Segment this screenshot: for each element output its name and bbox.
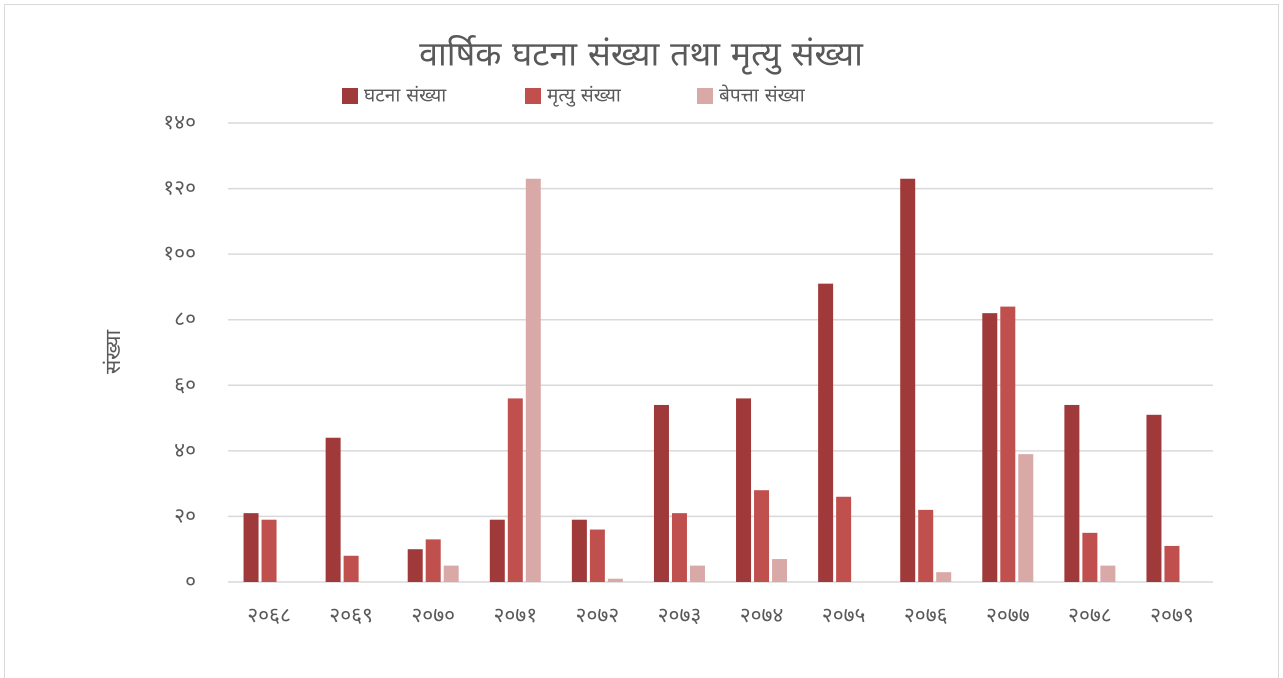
- x-tick-label: २०६९: [329, 603, 373, 627]
- bar: [261, 519, 277, 582]
- y-tick-label: १२०: [163, 176, 196, 200]
- legend-label: बेपत्ता संख्या: [719, 84, 806, 107]
- x-tick-label: २०७८: [1068, 603, 1112, 627]
- bar: [1100, 565, 1116, 582]
- x-tick-label: २०७४: [740, 603, 784, 627]
- bar: [571, 519, 587, 582]
- bar: [818, 283, 834, 582]
- x-tick-label: २०७२: [576, 603, 620, 627]
- bar: [671, 513, 687, 582]
- x-tick-label: २०७०: [411, 603, 455, 627]
- bar: [607, 578, 623, 582]
- x-tick-label: २०७७: [986, 603, 1030, 627]
- legend-swatch: [525, 88, 541, 104]
- bar: [407, 549, 423, 582]
- legend-swatch: [342, 88, 358, 104]
- x-tick-label: २०७९: [1150, 603, 1194, 627]
- bar: [982, 313, 998, 582]
- x-tick-label: २०७५: [822, 603, 866, 627]
- bar: [1064, 404, 1080, 582]
- bar: [343, 555, 359, 582]
- bar: [836, 496, 852, 582]
- bar: [1146, 414, 1162, 582]
- bar: [507, 398, 523, 582]
- bar: [754, 490, 770, 582]
- legend-swatch: [697, 88, 713, 104]
- y-tick-label: ०: [185, 569, 196, 593]
- bar: [425, 539, 441, 582]
- bar: [589, 529, 605, 582]
- bar: [689, 565, 705, 582]
- bar: [936, 572, 952, 582]
- x-tick-label: २०७६: [904, 603, 948, 627]
- bar: [1082, 532, 1098, 582]
- bar: [325, 437, 341, 582]
- bar: [918, 509, 934, 582]
- y-tick-label: १४०: [163, 110, 196, 134]
- bar: [1018, 454, 1034, 582]
- x-tick-label: २०७१: [493, 603, 537, 627]
- bar: [772, 559, 788, 582]
- legend-label: घटना संख्या: [364, 85, 447, 107]
- legend-label: मृत्यु संख्या: [547, 85, 622, 108]
- bar: [900, 178, 916, 582]
- y-tick-label: १००: [163, 241, 196, 265]
- bar: [653, 404, 669, 582]
- x-tick-label: २०७३: [658, 603, 702, 627]
- bar: [736, 398, 752, 582]
- y-tick-label: ६०: [174, 372, 196, 396]
- bar: [443, 565, 459, 582]
- bar: [243, 513, 259, 582]
- y-tick-label: ४०: [174, 438, 196, 462]
- bar: [1164, 545, 1180, 582]
- y-tick-label: २०: [174, 503, 196, 527]
- y-axis-label: संख्या: [101, 329, 125, 374]
- bar: [1000, 306, 1016, 582]
- chart-title: वार्षिक घटना संख्या तथा मृत्यु संख्या: [419, 35, 864, 76]
- bar: [525, 178, 541, 582]
- y-tick-label: ८०: [174, 307, 196, 331]
- bar: [489, 519, 505, 582]
- x-tick-label: २०६८: [247, 603, 291, 627]
